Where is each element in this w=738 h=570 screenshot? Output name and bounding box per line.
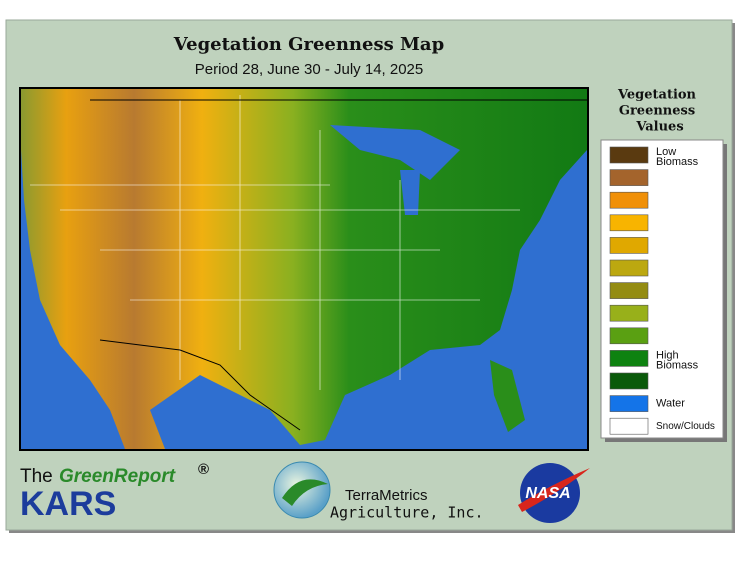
subtitle: Period 28, June 30 - July 14, 2025 xyxy=(195,61,424,78)
logo-terrametrics: TerraMetrics xyxy=(345,487,428,504)
legend-swatch xyxy=(609,214,649,232)
legend-swatch xyxy=(609,395,649,412)
great-lakes xyxy=(330,125,460,180)
land xyxy=(21,89,587,449)
legend-title: Values xyxy=(635,120,683,135)
logo-agriculture: Agriculture, Inc. xyxy=(330,504,484,522)
legend-swatch xyxy=(609,169,649,186)
legend-swatch xyxy=(609,282,649,299)
legend-swatch xyxy=(609,417,649,435)
logo-the: The xyxy=(20,466,53,487)
logo-greenreport: GreenReport xyxy=(59,466,176,487)
legend-swatch xyxy=(609,191,649,209)
logo-kars: KARS xyxy=(20,485,116,523)
state-borders xyxy=(30,95,520,390)
mexico-border xyxy=(99,339,301,431)
logo-nasa: NASA xyxy=(525,485,570,502)
legend-title: Vegetation xyxy=(617,88,697,103)
legend-label: Biomass xyxy=(656,156,699,168)
legend: Vegetation Greenness Values LowBiomassHi… xyxy=(600,88,727,442)
map xyxy=(19,87,589,451)
legend-label: High xyxy=(656,349,679,361)
legend-swatch xyxy=(609,259,649,277)
legend-title: Greenness xyxy=(619,104,695,119)
title: Vegetation Greenness Map xyxy=(173,34,444,55)
logo-registered: ® xyxy=(198,461,209,478)
lake-michigan xyxy=(400,170,420,215)
legend-swatch xyxy=(609,372,649,390)
legend-swatch xyxy=(609,304,649,322)
legend-swatch xyxy=(609,327,649,345)
logos: The GreenReport ® KARS TerraMetrics Agri… xyxy=(20,461,590,523)
legend-label: Biomass xyxy=(656,359,699,371)
legend-label: Snow/Clouds xyxy=(656,421,715,432)
legend-label: Low xyxy=(656,146,676,158)
legend-swatch xyxy=(609,237,649,254)
terrametrics-leaf xyxy=(282,479,328,506)
legend-swatch xyxy=(609,350,649,367)
nasa-swoosh xyxy=(518,468,590,512)
legend-swatch xyxy=(609,146,649,164)
legend-label: Water xyxy=(656,398,685,410)
florida xyxy=(490,360,525,432)
